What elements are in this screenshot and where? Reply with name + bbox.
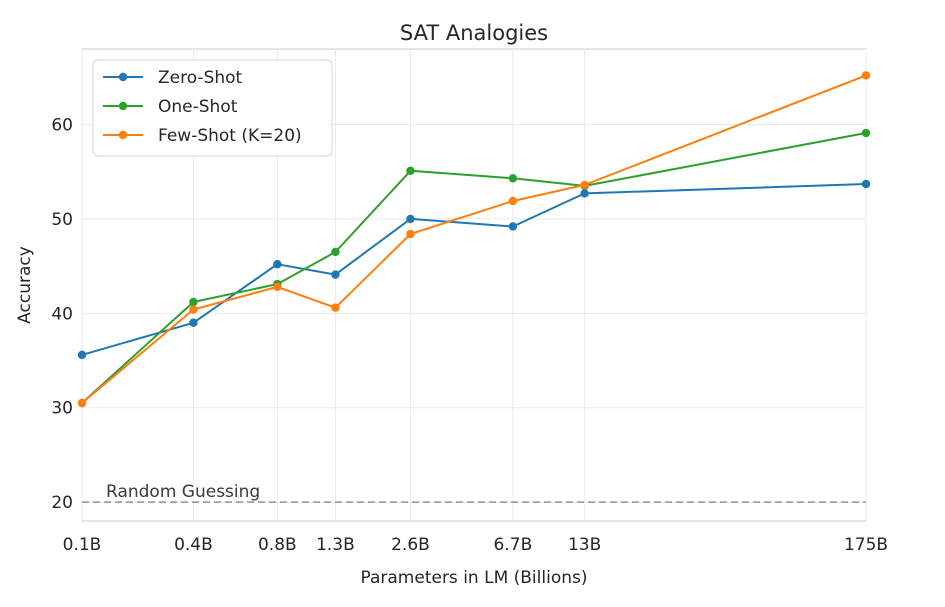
legend-entry-label: Few-Shot (K=20): [158, 126, 302, 146]
reference-line-group: Random Guessing: [82, 482, 866, 504]
x-tick-label: 13B: [568, 535, 601, 555]
x-tick-label: 175B: [844, 535, 888, 555]
zero-shot-point: [861, 179, 871, 189]
legend: Zero-Shot One-Shot Few-Shot (K=20): [92, 59, 333, 157]
few-shot-k-20-point: [861, 71, 871, 80]
zero-shot-point: [406, 214, 415, 224]
x-tick-labels: 0.1B 0.4B 0.8B 1.3B 2.6B 6.7B 13B 175B: [63, 535, 888, 555]
legend-swatch-marker: [118, 130, 128, 140]
x-axis-label: Parameters in LM (Billions): [360, 568, 587, 588]
x-tick-label: 2.6B: [391, 535, 430, 555]
zero-shot-point: [508, 222, 518, 231]
few-shot-k-20-point: [508, 196, 518, 206]
zero-shot-point: [189, 318, 198, 327]
legend-box: [92, 59, 333, 157]
zero-shot-point: [273, 260, 282, 269]
legend-entry-label: Zero-Shot: [158, 68, 243, 88]
random-guessing-label: Random Guessing: [106, 482, 260, 502]
x-tick-label: 0.1B: [63, 535, 102, 555]
legend-swatch-marker: [118, 72, 128, 82]
series-group: [77, 71, 871, 408]
chart-title: SAT Analogies: [400, 21, 548, 45]
zero-shot-point: [77, 350, 87, 360]
x-tick-label: 1.3B: [316, 535, 355, 555]
y-tick-label: 60: [51, 116, 73, 136]
one-shot-series-line: [81, 132, 867, 404]
zero-shot-point: [331, 270, 340, 279]
one-shot-point: [861, 128, 871, 138]
few-shot-k-20-point: [406, 229, 415, 239]
one-shot-point: [331, 247, 340, 257]
y-tick-label: 30: [51, 399, 73, 419]
few-shot-k-20-point: [331, 303, 340, 312]
zero-shot-point: [580, 189, 589, 198]
one-shot-point: [406, 166, 415, 175]
x-tick-label: 0.4B: [174, 535, 213, 555]
few-shot-k-20-point: [77, 398, 87, 408]
one-shot-point: [189, 297, 198, 307]
few-shot-k-20-series-line: [81, 74, 867, 404]
one-shot-point: [508, 174, 518, 183]
y-tick-label: 50: [51, 210, 73, 230]
x-tick-label: 0.8B: [258, 535, 297, 555]
x-tick-label: 6.7B: [494, 535, 533, 555]
few-shot-k-20-point: [580, 180, 589, 190]
y-tick-labels: 20 30 40 50 60: [51, 116, 73, 514]
y-tick-label: 40: [51, 304, 73, 324]
zero-shot-series-line: [81, 183, 867, 356]
few-shot-k-20-point: [273, 282, 282, 292]
y-axis-label: Accuracy: [15, 246, 35, 324]
legend-entry-label: One-Shot: [158, 97, 238, 117]
legend-swatch-marker: [118, 101, 128, 111]
few-shot-k-20-point: [189, 305, 198, 314]
y-tick-label: 20: [51, 493, 73, 513]
